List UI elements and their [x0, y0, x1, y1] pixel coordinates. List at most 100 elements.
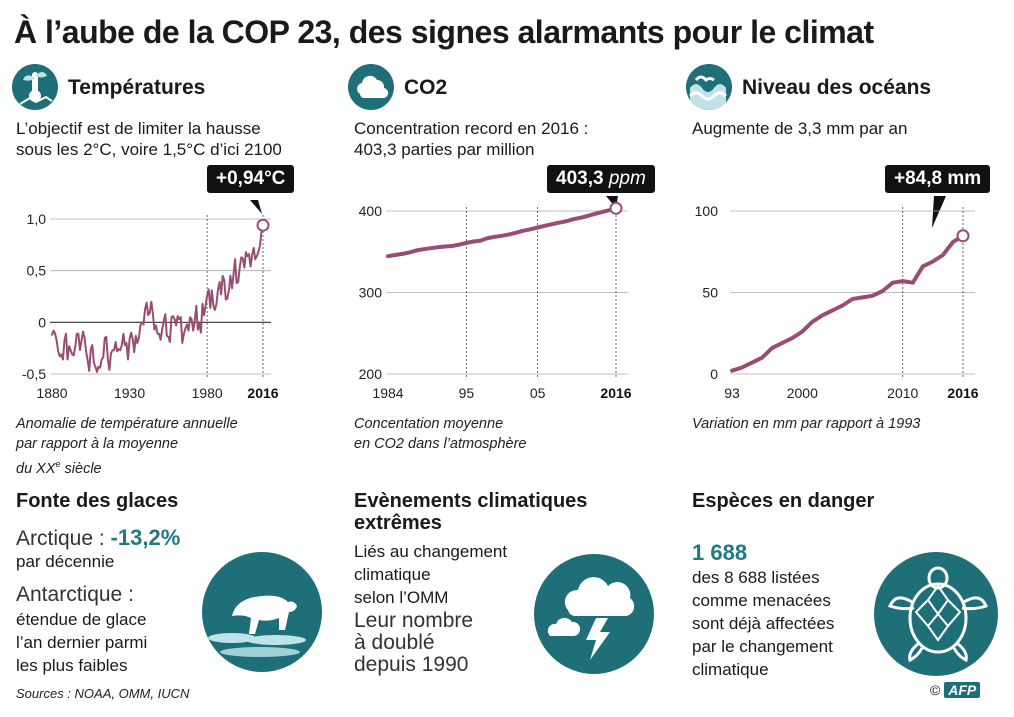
sources: Sources : NOAA, OMM, IUCN	[16, 686, 190, 701]
co2-caption: Concentation moyenne en CO2 dans l’atmos…	[354, 414, 527, 454]
afp-credit: © AFP	[930, 682, 981, 698]
x-tick-label: 2000	[787, 385, 818, 401]
temperature-callout: +0,94°C	[207, 165, 295, 193]
glaces-arctic: Arctique : -13,2%	[16, 525, 180, 551]
co2-chart: 400 300 200 1984 95 05 2016	[359, 196, 632, 401]
glaces-arctic-value: -13,2%	[110, 525, 181, 550]
co2-heading: CO2	[404, 76, 448, 99]
evenements-line-1: Liés au changement	[354, 542, 508, 561]
y-tick-label: 100	[695, 203, 719, 219]
cloud-icon	[348, 64, 394, 110]
temperature-caption-sup: e	[55, 459, 61, 469]
last-point-marker	[256, 218, 270, 232]
temperature-callout-pointer	[250, 200, 262, 214]
y-tick-label: 0,5	[27, 263, 47, 279]
co2-callout-unit: ppm	[608, 168, 646, 189]
temperature-subtitle-line-2: sous les 2°C, voire 1,5°C d’ici 2100	[16, 140, 282, 159]
ocean-callout-pointer	[932, 196, 946, 228]
x-tick-label: 2016	[947, 385, 978, 401]
temperature-caption-line-3: du XXe siècle	[16, 454, 238, 479]
glaces-antarctic-line-1: étendue de glace	[16, 610, 147, 629]
especes-line-2: comme menacées	[692, 591, 831, 610]
x-tick-label: 1880	[36, 385, 67, 401]
polar-bear-icon	[202, 552, 322, 672]
temperature-caption-end: siècle	[60, 460, 102, 477]
especes-value: 1 688	[692, 540, 748, 565]
glaces-antarctic-line-3: les plus faibles	[16, 656, 128, 675]
evenements-heading: Evènements climatiques extrêmes	[354, 490, 587, 534]
y-tick-label: -0,5	[22, 366, 46, 382]
x-tick-label: 1930	[114, 385, 145, 401]
especes-line-1: des 8 688 listées	[692, 568, 820, 587]
evenements-heading-line-1: Evènements climatiques	[354, 490, 588, 512]
y-tick-label: 200	[359, 366, 383, 382]
x-tick-label: 93	[724, 385, 740, 401]
page-title: À l’aube de la COP 23, des signes alarma…	[14, 14, 874, 50]
ocean-chart: 100 50 0 93 2000 2010 2016	[695, 196, 979, 401]
y-tick-label: 400	[359, 203, 383, 219]
y-tick-label: 1,0	[27, 211, 47, 227]
co2-subtitle-line-1: Concentration record en 2016 :	[354, 119, 589, 138]
waves-icon	[686, 64, 732, 110]
storm-cloud-icon	[534, 554, 654, 674]
x-tick-label: 1980	[192, 385, 223, 401]
x-tick-label: 2016	[247, 385, 278, 401]
ocean-callout: +84,8 mm	[885, 165, 991, 193]
temperature-subtitle: L’objectif est de limiter la hausse sous…	[16, 118, 282, 160]
x-tick-label: 2010	[887, 385, 918, 401]
x-tick-label: 95	[459, 385, 475, 401]
data-line	[730, 233, 965, 373]
y-tick-label: 0	[710, 366, 718, 382]
co2-chart-plot: 400 300 200 1984 95 05 2016	[359, 201, 632, 401]
especes-text: des 8 688 listées comme menacées sont dé…	[692, 566, 834, 681]
co2-subtitle: Concentration record en 2016 : 403,3 par…	[354, 118, 588, 160]
temperature-heading: Températures	[68, 76, 206, 99]
x-tick-label: 05	[530, 385, 546, 401]
afp-logo: AFP	[944, 682, 981, 698]
co2-callout: 403,3 ppm	[547, 165, 655, 193]
last-point-marker	[956, 229, 970, 243]
glaces-heading: Fonte des glaces	[16, 490, 179, 512]
co2-subtitle-line-2: 403,3 parties par million	[354, 140, 535, 159]
ocean-heading: Niveau des océans	[742, 76, 932, 99]
glaces-arctic-unit: par décennie	[16, 552, 115, 571]
evenements-big: Leur nombre à doublé depuis 1990	[354, 610, 473, 676]
ocean-caption: Variation en mm par rapport à 1993	[692, 416, 921, 432]
evenements-line-3: selon l’OMM	[354, 588, 449, 607]
evenements-text: Liés au changement climatique selon l’OM…	[354, 540, 507, 609]
temperature-caption-line-1: Anomalie de température annuelle	[16, 416, 238, 432]
last-point-marker	[609, 201, 623, 215]
temperature-caption-century: du XX	[16, 460, 56, 477]
especes-heading: Espèces en danger	[692, 490, 875, 512]
y-tick-label: 300	[359, 285, 383, 301]
data-line	[386, 206, 618, 259]
evenements-line-2: climatique	[354, 565, 431, 584]
co2-callout-value: 403,3	[556, 168, 604, 189]
temperature-chart: 1,0 0,5 0 -0,5 1880 1930 1980 2016	[22, 200, 279, 401]
thermometer-plant-icon	[12, 64, 58, 110]
copyright-mark: ©	[930, 682, 945, 698]
temperature-subtitle-line-1: L’objectif est de limiter la hausse	[16, 119, 261, 138]
evenements-big-line-3: depuis 1990	[354, 653, 469, 676]
data-line	[51, 224, 264, 373]
especes-line-5: climatique	[692, 660, 769, 679]
y-tick-label: 50	[702, 285, 718, 301]
x-tick-label: 1984	[372, 385, 403, 401]
sea-turtle-icon	[874, 552, 998, 676]
y-tick-label: 0	[38, 314, 46, 330]
glaces-antarctic-text: étendue de glace l’an dernier parmi les …	[16, 608, 147, 677]
temperature-chart-plot: 1,0 0,5 0 -0,5 1880 1930 1980 2016	[22, 211, 279, 401]
x-tick-label: 2016	[600, 385, 631, 401]
temperature-caption: Anomalie de température annuelle par rap…	[16, 414, 238, 479]
evenements-big-line-1: Leur nombre	[354, 609, 474, 632]
especes-line-3: sont déjà affectées	[692, 614, 835, 633]
glaces-antarctic-line-2: l’an dernier parmi	[16, 633, 148, 652]
co2-caption-line-2: en CO2 dans l’atmosphère	[354, 436, 527, 452]
co2-caption-line-1: Concentation moyenne	[354, 416, 504, 432]
ocean-chart-plot: 100 50 0 93 2000 2010 2016	[695, 203, 979, 401]
evenements-heading-line-2: extrêmes	[354, 512, 442, 534]
especes-line-4: par le changement	[692, 637, 833, 656]
ocean-subtitle: Augmente de 3,3 mm par an	[692, 119, 908, 138]
glaces-antarctic-label: Antarctique :	[16, 583, 134, 606]
evenements-big-line-2: à doublé	[354, 631, 435, 654]
